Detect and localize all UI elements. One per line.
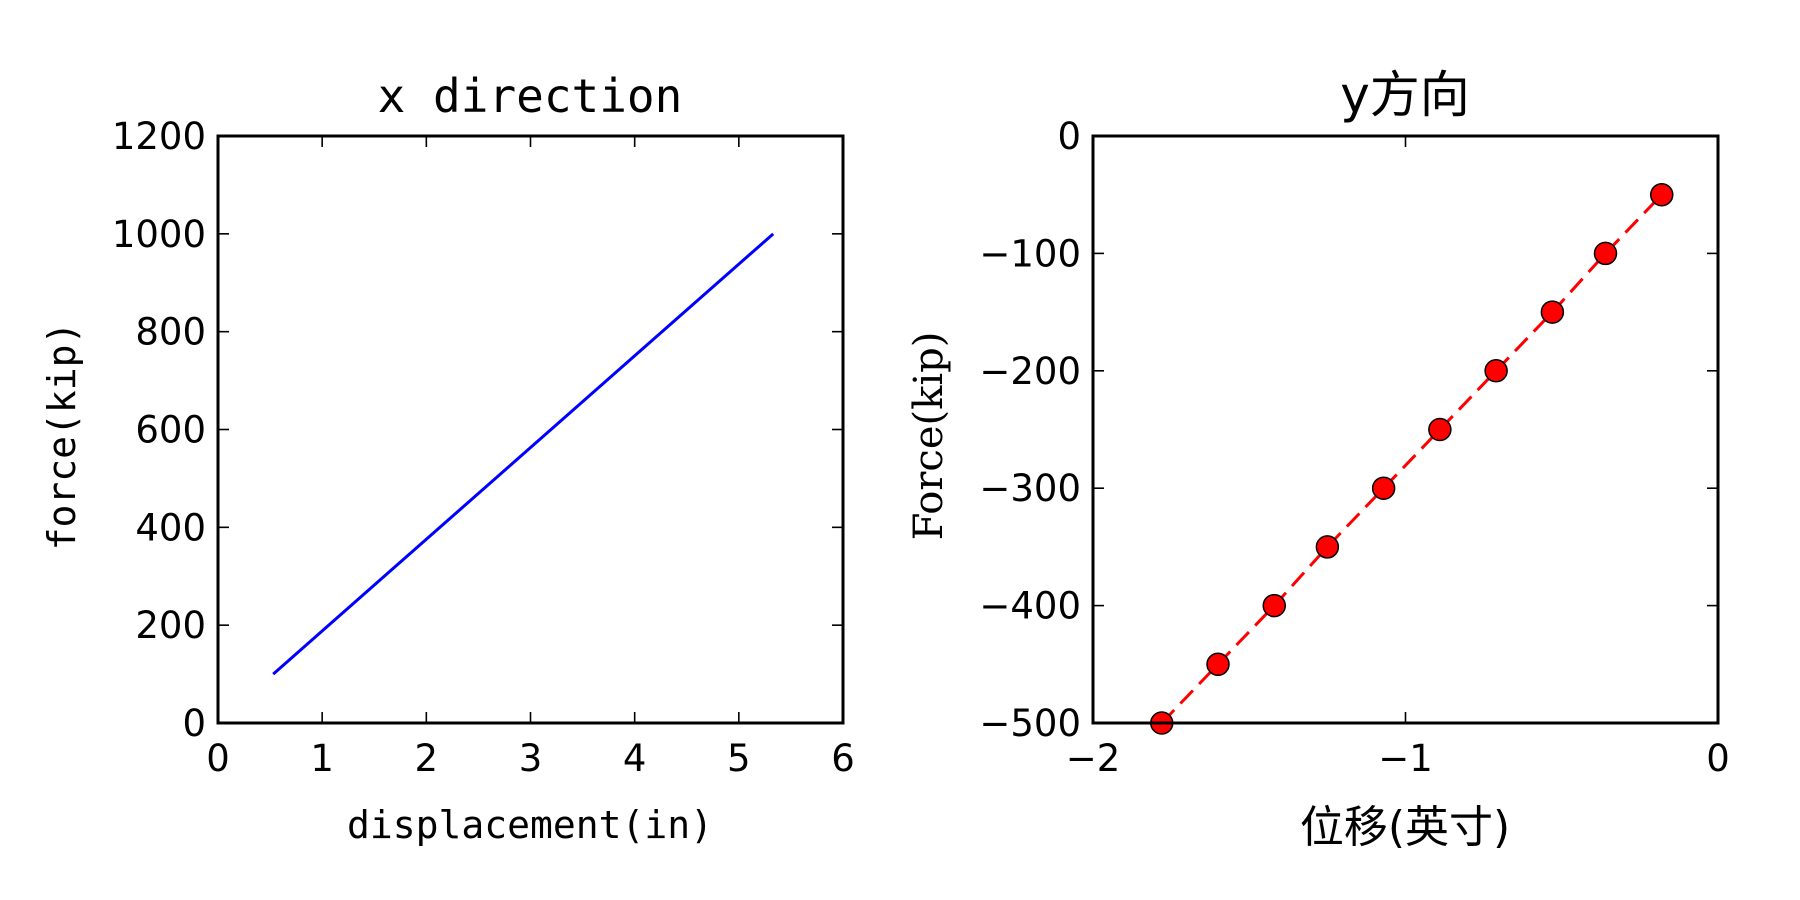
chart-x-direction: x direction displacement(in) force(kip) … (40, 69, 855, 847)
x-tick-label: −2 (1066, 737, 1121, 780)
data-point (1315, 535, 1340, 559)
data-point (1540, 300, 1565, 324)
series-line (272, 232, 775, 676)
y-tick-label: −100 (979, 232, 1081, 275)
x-tick-label: 2 (415, 737, 439, 780)
data-layer (1160, 193, 1663, 723)
x-tick-label: −1 (1378, 737, 1433, 780)
data-layer (272, 232, 775, 676)
y-tick-label: 1000 (112, 213, 206, 256)
data-point (1206, 652, 1230, 677)
x-axis-label: 位移(英寸) (1300, 802, 1510, 853)
x-tick-label: 0 (206, 737, 230, 780)
data-point (1593, 241, 1618, 266)
x-tick-label: 4 (623, 737, 647, 780)
axes-frame (1091, 134, 1720, 725)
x-tick-label: 0 (1706, 737, 1730, 780)
y-tick-label: 800 (135, 311, 206, 354)
y-tick-label: 0 (1057, 115, 1081, 158)
x-tick-label: 5 (727, 737, 751, 780)
chart-y-direction: y方向 位移(英寸) Force(kip) −2 −1 0−500−400−300−… (906, 66, 1730, 853)
x-axis-label: displacement(in) (347, 803, 713, 847)
x-tick-label: 3 (519, 737, 543, 780)
data-point (1262, 593, 1286, 618)
series-line (1160, 193, 1663, 723)
axes-frame (216, 134, 845, 725)
y-tick-label: 200 (135, 604, 206, 647)
data-point (1484, 359, 1508, 383)
y-axis-label: Force(kip) (906, 332, 952, 541)
plot-area: 0 1 2 3 4 5 6 0 200 400 600 800 1000 1200 (112, 115, 855, 780)
chart-title: x direction (378, 69, 683, 123)
y-tick-label: 400 (135, 506, 206, 549)
y-axis-label: force(kip) (40, 322, 84, 551)
y-tick-label: −500 (979, 702, 1081, 745)
x-tick-label: 6 (831, 737, 855, 780)
data-point (1650, 182, 1674, 207)
x-tick-label: 1 (310, 737, 334, 780)
y-tick-label: 1200 (112, 115, 206, 158)
data-point (1428, 417, 1452, 442)
y-tick-label: −300 (979, 467, 1081, 510)
y-tick-label: 0 (182, 702, 206, 745)
data-point (1371, 476, 1396, 500)
y-tick-label: −400 (979, 585, 1081, 628)
chart-title: y方向 (1340, 66, 1470, 124)
y-tick-label: 600 (135, 409, 206, 452)
plot-area: −2 −1 0 −500 −400 −300 −200 −100 0 (979, 115, 1729, 780)
y-tick-label: −200 (979, 350, 1081, 393)
